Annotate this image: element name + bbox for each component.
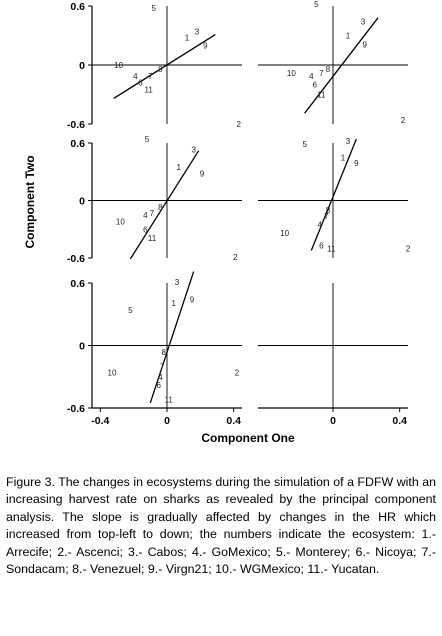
panel-top-left-point-4: 4 xyxy=(133,72,138,81)
panel-bottom-left-xtick-label: 0 xyxy=(164,415,170,427)
panel-top-left-point-2: 2 xyxy=(236,120,241,129)
panel-middle-right-point-8: 8 xyxy=(326,206,331,215)
panel-bottom-left-point-6: 6 xyxy=(156,381,161,390)
panel-middle-left-point-7: 7 xyxy=(150,209,155,218)
panel-top-right-point-7: 7 xyxy=(319,69,324,78)
panel-top-right-point-8: 8 xyxy=(326,65,331,74)
panel-middle-right-point-5: 5 xyxy=(302,140,307,149)
panel-middle-left-ytick-label: -0.6 xyxy=(67,253,85,265)
panel-middle-left-point-4: 4 xyxy=(143,211,148,220)
panel-top-left-point-10: 10 xyxy=(114,61,123,70)
panel-middle-left-point-1: 1 xyxy=(176,163,181,172)
panel-middle-right-point-9: 9 xyxy=(354,159,359,168)
panel-middle-right-point-10: 10 xyxy=(280,229,289,238)
panel-top-left-ytick-label: 0.6 xyxy=(70,1,85,13)
panel-top-left-point-6: 6 xyxy=(138,79,143,88)
panel-middle-left-ytick-label: 0 xyxy=(79,196,85,208)
panel-middle-right-point-1: 1 xyxy=(341,153,346,162)
panel-top-left-ytick-label: 0 xyxy=(79,60,85,72)
panel-top-right-point-10: 10 xyxy=(287,69,296,78)
panel-top-right-point-3: 3 xyxy=(361,18,366,27)
panel-bottom-left-point-10: 10 xyxy=(108,369,117,378)
panel-middle-right-point-6: 6 xyxy=(319,242,324,251)
panel-bottom-left-ytick-label: 0 xyxy=(79,341,85,353)
pca-figure: Component Two Component One 0.6 0 -0.6 1 2 3 4… xyxy=(23,0,411,445)
panel-bottom-left-point-8: 8 xyxy=(161,348,166,357)
panel-top-right-point-11: 11 xyxy=(317,91,326,100)
panel-top-right-point-1: 1 xyxy=(346,32,351,41)
panel-bottom-left-point-4: 4 xyxy=(158,373,163,382)
panel-middle-right-point-11: 11 xyxy=(327,244,336,253)
panel-bottom-left-ytick-label: -0.6 xyxy=(67,403,85,415)
pca-panels-svg: Component Two Component One 0.6 0 -0.6 1 2 3 4… xyxy=(23,0,411,445)
x-axis-title: Component One xyxy=(201,431,295,445)
panel-top-right-point-4: 4 xyxy=(309,72,314,81)
panel-top-left-point-5: 5 xyxy=(151,4,156,13)
panel-top-left-point-11: 11 xyxy=(145,86,154,95)
panel-bottom-left-point-3: 3 xyxy=(175,278,180,287)
panel-bottom-left-point-7: 7 xyxy=(160,362,165,371)
panel-top-left-point-3: 3 xyxy=(195,28,200,37)
panel-middle-left-point-6: 6 xyxy=(143,225,148,234)
panel-bottom-right-xtick-label: 0 xyxy=(330,415,336,427)
panel-top-left-point-9: 9 xyxy=(203,41,208,50)
panel-bottom-left-point-1: 1 xyxy=(171,299,176,308)
panel-middle-left-point-3: 3 xyxy=(191,146,196,155)
panel-middle-left-point-5: 5 xyxy=(145,135,150,144)
panel-middle-left-point-10: 10 xyxy=(116,218,125,227)
panel-top-left-ytick-label: -0.6 xyxy=(67,119,85,131)
panel-top-right-point-6: 6 xyxy=(312,81,317,90)
figure-caption: Figure 3. The changes in ecosystems duri… xyxy=(6,475,436,577)
y-axis-title: Component Two xyxy=(23,155,37,248)
panel-middle-left-point-8: 8 xyxy=(158,203,163,212)
panel-top-right-point-9: 9 xyxy=(362,40,367,49)
panel-top-right-fit-line xyxy=(304,17,379,114)
panel-bottom-left-ytick-label: 0.6 xyxy=(70,278,85,290)
panel-top-left-point-1: 1 xyxy=(185,33,190,42)
panel-bottom-left-point-2: 2 xyxy=(235,369,240,378)
panel-bottom-left-xtick-label: 0.4 xyxy=(226,415,241,427)
panel-middle-left-point-9: 9 xyxy=(200,170,205,179)
panel-middle-left-point-2: 2 xyxy=(233,253,238,262)
panel-top-left-point-7: 7 xyxy=(148,72,153,81)
panel-middle-right-fit-line xyxy=(310,138,357,251)
panel-middle-left-ytick-label: 0.6 xyxy=(70,138,85,150)
panel-top-left-fit-line xyxy=(113,33,216,99)
panel-bottom-left-fit-line xyxy=(149,271,195,403)
panel-bottom-left-point-11: 11 xyxy=(165,396,174,405)
panel-middle-right-point-2: 2 xyxy=(406,244,411,253)
panel-bottom-right-xtick-label: 0.4 xyxy=(392,415,407,427)
panel-middle-left-point-11: 11 xyxy=(148,234,157,243)
panel-middle-left-fit-line xyxy=(129,150,200,260)
panel-middle-right-point-4: 4 xyxy=(317,220,322,229)
panel-middle-right-point-3: 3 xyxy=(346,137,351,146)
panel-bottom-left-point-5: 5 xyxy=(128,306,133,315)
panel-top-left-point-8: 8 xyxy=(158,65,163,74)
panel-top-right-point-5: 5 xyxy=(314,0,319,9)
panel-middle-right-point-7: 7 xyxy=(324,212,329,221)
panel-bottom-left-point-9: 9 xyxy=(190,296,195,305)
panel-top-right-point-2: 2 xyxy=(401,116,406,125)
panel-bottom-left-xtick-label: -0.4 xyxy=(91,415,109,427)
